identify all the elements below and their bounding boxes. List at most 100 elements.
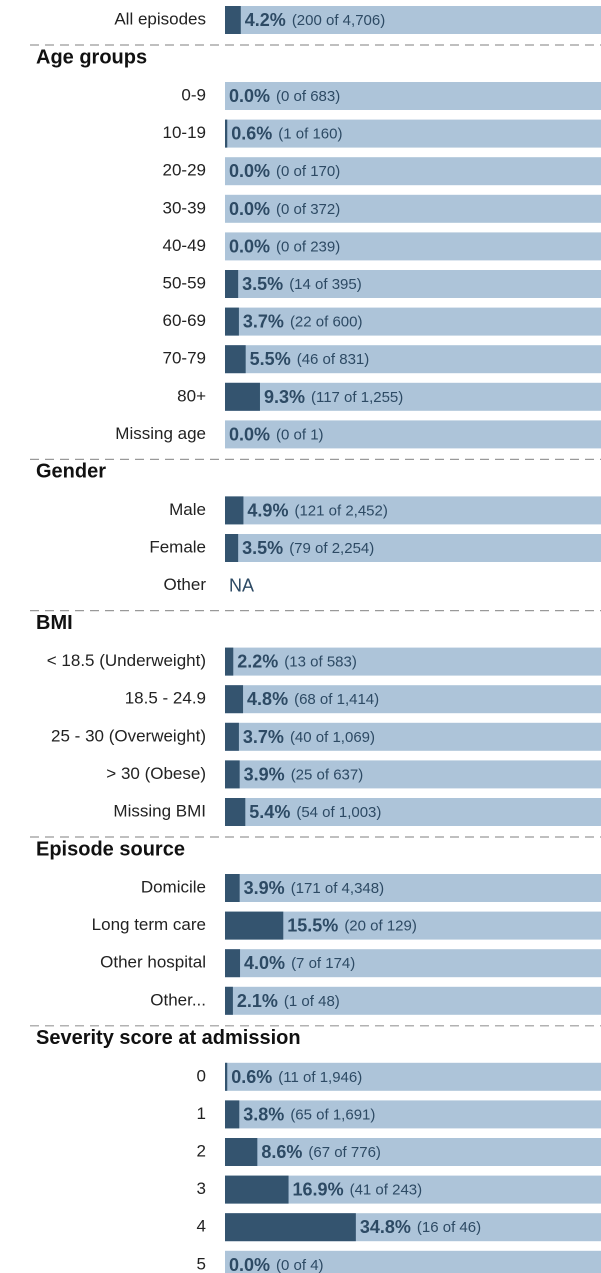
bar-background: [225, 760, 601, 789]
count-label: (68 of 1,414): [294, 691, 379, 708]
bar: [225, 798, 246, 826]
value-label: 4.2%: [245, 10, 286, 30]
bar: [225, 911, 284, 940]
bar: [225, 382, 260, 411]
count-label: (1 of 48): [284, 993, 340, 1010]
value-text: 2.2% (13 of 583): [237, 651, 357, 671]
value-text: 0.0% (0 of 4): [229, 1255, 324, 1273]
count-label: (22 of 600): [290, 314, 363, 331]
value-text: 3.5% (79 of 2,254): [242, 538, 374, 558]
count-label: (11 of 1,946): [278, 1069, 362, 1086]
count-label: (121 of 2,452): [294, 502, 387, 519]
category-label: 1: [197, 1104, 206, 1123]
bar-background: [225, 874, 601, 902]
value-label: 3.7%: [243, 727, 284, 747]
bar-background: [225, 345, 601, 374]
count-label: (16 of 46): [417, 1219, 481, 1236]
category-label: 50-59: [163, 273, 206, 292]
category-label: All episodes: [114, 9, 206, 28]
bar-background: [225, 647, 601, 676]
value-label: 2.2%: [237, 651, 278, 671]
value-label: 0.0%: [229, 86, 270, 106]
bar: [225, 874, 240, 902]
category-label: Other: [163, 575, 206, 594]
bar-background: [225, 6, 601, 34]
count-label: (54 of 1,003): [296, 804, 381, 821]
value-text: 4.0% (7 of 174): [244, 953, 355, 973]
bar: [225, 1138, 258, 1166]
value-label: 4.0%: [244, 953, 285, 973]
value-label: 3.5%: [242, 274, 283, 294]
bar-background: [225, 420, 601, 449]
value-text: 0.0% (0 of 372): [229, 199, 340, 219]
bar: [225, 1175, 289, 1204]
value-text: 4.2% (200 of 4,706): [245, 10, 385, 30]
count-label: (46 of 831): [297, 351, 370, 368]
count-label: (200 of 4,706): [292, 12, 385, 29]
category-label: Missing age: [115, 424, 206, 443]
category-label: Other hospital: [100, 953, 206, 972]
value-label: 4.8%: [247, 689, 288, 709]
bar: [225, 345, 246, 374]
category-label: Domicile: [141, 877, 206, 896]
count-label: (0 of 1): [276, 426, 324, 443]
category-label: Female: [149, 537, 206, 556]
bar: [225, 722, 239, 751]
value-label: 8.6%: [261, 1142, 302, 1162]
category-label: 70-79: [163, 349, 206, 368]
section-title: Severity score at admission: [36, 1027, 301, 1049]
value-label: 0.0%: [229, 199, 270, 219]
section-title: BMI: [36, 612, 73, 634]
bar-background: [225, 1138, 601, 1166]
count-label: (14 of 395): [289, 276, 362, 293]
value-label: 3.5%: [242, 538, 283, 558]
bar-background: [225, 119, 601, 148]
value-text: 0.6% (1 of 160): [231, 123, 342, 143]
value-text: 3.5% (14 of 395): [242, 274, 362, 294]
bar-background: [225, 157, 601, 186]
bar-background: [225, 307, 601, 336]
value-text: 2.1% (1 of 48): [237, 991, 340, 1011]
value-text: 3.7% (22 of 600): [243, 311, 363, 331]
category-label: 4: [197, 1217, 206, 1236]
bar: [225, 534, 239, 562]
value-label: 15.5%: [287, 915, 338, 935]
bar-background: [225, 496, 601, 525]
value-label: 3.7%: [243, 311, 284, 331]
value-label: 3.9%: [244, 764, 285, 784]
category-label: > 30 (Obese): [106, 764, 206, 783]
category-label: 30-39: [163, 198, 206, 217]
bar-background: [225, 798, 601, 826]
count-label: (20 of 129): [344, 918, 417, 935]
count-label: (41 of 243): [350, 1182, 423, 1199]
category-label: 40-49: [163, 236, 206, 255]
value-label: 34.8%: [360, 1217, 411, 1237]
section-title: Episode source: [36, 838, 185, 860]
count-label: (0 of 4): [276, 1257, 324, 1273]
category-label: Long term care: [92, 915, 206, 934]
section-title: Age groups: [36, 46, 147, 68]
value-text: 0.0% (0 of 170): [229, 161, 340, 181]
category-label: 25 - 30 (Overweight): [51, 726, 206, 745]
count-label: (79 of 2,254): [289, 540, 374, 557]
category-label: 80+: [177, 386, 206, 405]
bar-background: [225, 534, 601, 562]
value-label: 3.8%: [243, 1104, 284, 1124]
bar: [225, 1062, 228, 1091]
value-text: 5.5% (46 of 831): [250, 349, 370, 369]
bar: [225, 307, 239, 336]
bar: [225, 496, 244, 525]
value-text: 0.6% (11 of 1,946): [231, 1067, 362, 1087]
value-label: 4.9%: [247, 500, 288, 520]
category-label: 20-29: [163, 161, 206, 180]
value-text: 3.7% (40 of 1,069): [243, 727, 375, 747]
bar-background: [225, 685, 601, 714]
count-label: (0 of 683): [276, 88, 340, 105]
bar-background: [225, 949, 601, 978]
value-label: 0.0%: [229, 424, 270, 444]
value-label: 5.4%: [249, 802, 290, 822]
category-label: Other...: [150, 990, 206, 1009]
value-label: 9.3%: [264, 387, 305, 407]
category-label: 10-19: [163, 123, 206, 142]
